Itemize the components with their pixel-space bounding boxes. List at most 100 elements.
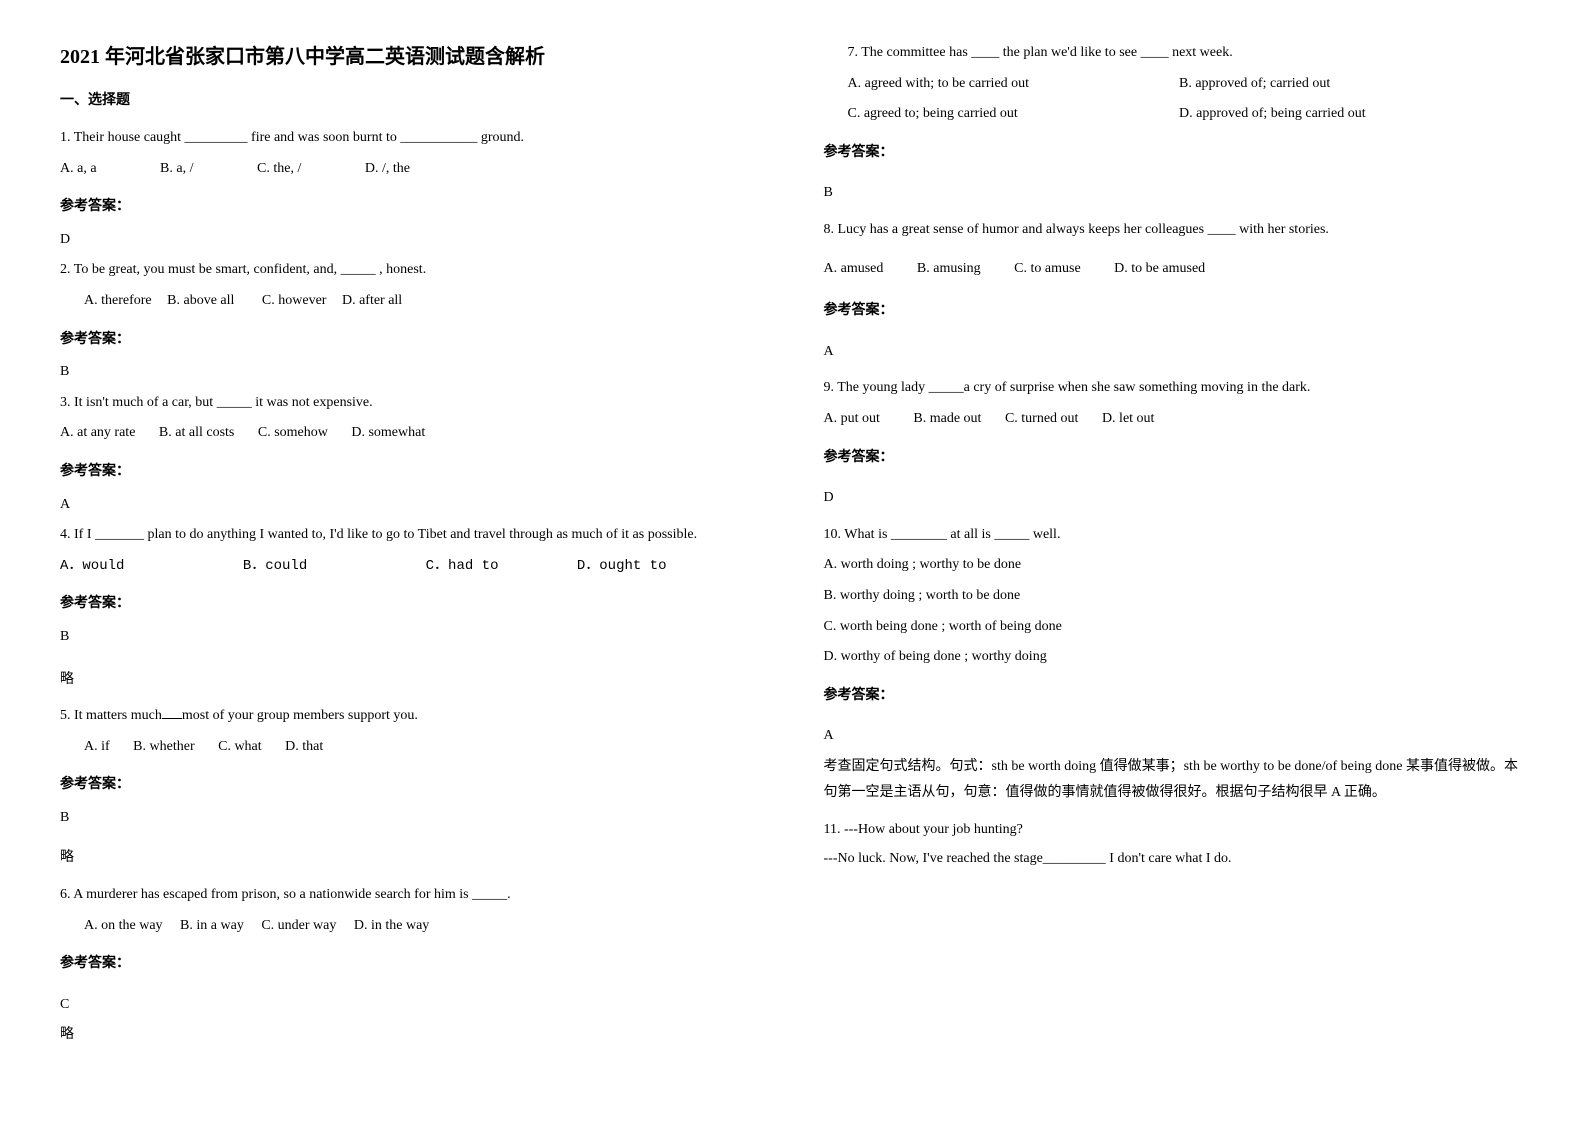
q4-opt-a: A．would <box>60 553 124 580</box>
q1-opt-c: C. the, / <box>257 156 301 183</box>
question-9: 9. The young lady _____a cry of surprise… <box>824 375 1528 511</box>
q8-opt-c: C. to amuse <box>1014 256 1081 283</box>
q9-opt-b: B. made out <box>913 406 981 433</box>
question-8: 8. Lucy has a great sense of humor and a… <box>824 217 1528 365</box>
q10-ans-label: 参考答案： <box>824 683 1528 710</box>
q6-ans-label: 参考答案： <box>60 951 764 978</box>
q4-opt-d: D．ought to <box>577 553 667 580</box>
q1-ans-label: 参考答案： <box>60 194 764 221</box>
q3-options: A. at any rate B. at all costs C. someho… <box>60 420 764 447</box>
q2-ans-label: 参考答案： <box>60 327 764 354</box>
q8-text: 8. Lucy has a great sense of humor and a… <box>824 217 1528 244</box>
q1-text: 1. Their house caught _________ fire and… <box>60 125 764 152</box>
q7-opt-d: D. approved of; being carried out <box>1179 101 1366 128</box>
question-7: 7. The committee has ____ the plan we'd … <box>824 40 1528 207</box>
q7-text: 7. The committee has ____ the plan we'd … <box>824 40 1528 67</box>
q4-options: A．would B．could C．had to D．ought to <box>60 553 764 580</box>
q3-opt-b: B. at all costs <box>159 420 234 447</box>
q5-note: 略 <box>60 845 764 872</box>
q9-ans-label: 参考答案： <box>824 445 1528 472</box>
q2-opt-c: C. however <box>262 288 327 315</box>
q5-text: 5. It matters much most of your group mem… <box>60 703 764 730</box>
q5-ans: B <box>60 805 764 832</box>
q3-ans-label: 参考答案： <box>60 459 764 486</box>
q6-opt-a: A. on the way <box>84 913 163 940</box>
q5-opt-d: D. that <box>285 734 323 761</box>
q10-opt-c: C. worth being done ; worth of being don… <box>824 614 1528 641</box>
q6-opt-d: D. in the way <box>354 913 429 940</box>
q6-note: 略 <box>60 1022 764 1049</box>
q6-text: 6. A murderer has escaped from prison, s… <box>60 882 764 909</box>
q8-opt-d: D. to be amused <box>1114 256 1205 283</box>
q8-opt-a: A. amused <box>824 256 884 283</box>
q6-opt-b: B. in a way <box>180 913 244 940</box>
q3-text: 3. It isn't much of a car, but _____ it … <box>60 390 764 417</box>
q3-opt-a: A. at any rate <box>60 420 135 447</box>
section-heading: 一、选择题 <box>60 89 764 109</box>
q1-options: A. a, a B. a, / C. the, / D. /, the <box>60 156 764 183</box>
question-5: 5. It matters much most of your group mem… <box>60 703 764 872</box>
q5-text-a: 5. It matters much <box>60 708 162 723</box>
q11-line2: ---No luck. Now, I've reached the stage_… <box>824 846 1528 873</box>
question-11: 11. ---How about your job hunting? ---No… <box>824 817 1528 872</box>
q1-opt-a: A. a, a <box>60 156 97 183</box>
q10-ans: A <box>824 723 1528 750</box>
q8-ans: A <box>824 339 1528 366</box>
q5-opt-c: C. what <box>218 734 262 761</box>
q2-opt-b: B. above all <box>167 288 234 315</box>
q11-line1: 11. ---How about your job hunting? <box>824 817 1528 844</box>
question-6: 6. A murderer has escaped from prison, s… <box>60 882 764 1049</box>
q5-text-b: most of your group members support you. <box>182 708 418 723</box>
q1-opt-d: D. /, the <box>365 156 410 183</box>
question-1: 1. Their house caught _________ fire and… <box>60 125 764 253</box>
q4-opt-b: B．could <box>243 553 307 580</box>
q8-options: A. amused B. amusing C. to amuse D. to b… <box>824 256 1528 283</box>
q9-opt-d: D. let out <box>1102 406 1155 433</box>
q7-ans-label: 参考答案： <box>824 140 1528 167</box>
q5-options: A. if B. whether C. what D. that <box>60 734 764 761</box>
q9-ans: D <box>824 485 1528 512</box>
question-2: 2. To be great, you must be smart, confi… <box>60 257 764 385</box>
q3-ans: A <box>60 492 764 519</box>
q10-opt-d: D. worthy of being done ; worthy doing <box>824 644 1528 671</box>
q9-options: A. put out B. made out C. turned out D. … <box>824 406 1528 433</box>
q10-opt-b: B. worthy doing ; worth to be done <box>824 583 1528 610</box>
q8-ans-label: 参考答案： <box>824 298 1528 325</box>
question-10: 10. What is ________ at all is _____ wel… <box>824 522 1528 807</box>
q7-options-row1: A. agreed with; to be carried out B. app… <box>824 71 1528 98</box>
q10-explanation: 考查固定句式结构。句式：sth be worth doing 值得做某事；sth… <box>824 754 1528 807</box>
q4-note: 略 <box>60 667 764 694</box>
q7-opt-c: C. agreed to; being carried out <box>848 101 1148 128</box>
q2-options: A. therefore B. above all C. however D. … <box>60 288 764 315</box>
q8-opt-b: B. amusing <box>917 256 981 283</box>
q7-ans: B <box>824 180 1528 207</box>
q4-ans-label: 参考答案： <box>60 591 764 618</box>
q4-opt-c: C．had to <box>426 553 499 580</box>
q6-ans: C <box>60 992 764 1019</box>
q6-opt-c: C. under way <box>261 913 336 940</box>
q3-opt-c: C. somehow <box>258 420 328 447</box>
q9-opt-c: C. turned out <box>1005 406 1079 433</box>
q9-text: 9. The young lady _____a cry of surprise… <box>824 375 1528 402</box>
q9-opt-a: A. put out <box>824 406 880 433</box>
q2-opt-a: A. therefore <box>84 288 152 315</box>
question-4: 4. If I _______ plan to do anything I wa… <box>60 522 764 693</box>
q4-ans: B <box>60 624 764 651</box>
q10-text: 10. What is ________ at all is _____ wel… <box>824 522 1528 549</box>
q7-opt-a: A. agreed with; to be carried out <box>848 71 1148 98</box>
q7-opt-b: B. approved of; carried out <box>1179 71 1330 98</box>
doc-title: 2021 年河北省张家口市第八中学高二英语测试题含解析 <box>60 40 764 69</box>
question-3: 3. It isn't much of a car, but _____ it … <box>60 390 764 518</box>
q2-text: 2. To be great, you must be smart, confi… <box>60 257 764 284</box>
q4-text: 4. If I _______ plan to do anything I wa… <box>60 522 764 549</box>
q7-options-row2: C. agreed to; being carried out D. appro… <box>824 101 1528 128</box>
q10-opt-a: A. worth doing ; worthy to be done <box>824 552 1528 579</box>
q5-opt-b: B. whether <box>133 734 194 761</box>
q1-opt-b: B. a, / <box>160 156 193 183</box>
q5-opt-a: A. if <box>84 734 110 761</box>
q3-opt-d: D. somewhat <box>351 420 425 447</box>
q5-ans-label: 参考答案： <box>60 772 764 799</box>
q2-ans: B <box>60 359 764 386</box>
q2-opt-d: D. after all <box>342 288 402 315</box>
q6-options: A. on the way B. in a way C. under way D… <box>60 913 764 940</box>
